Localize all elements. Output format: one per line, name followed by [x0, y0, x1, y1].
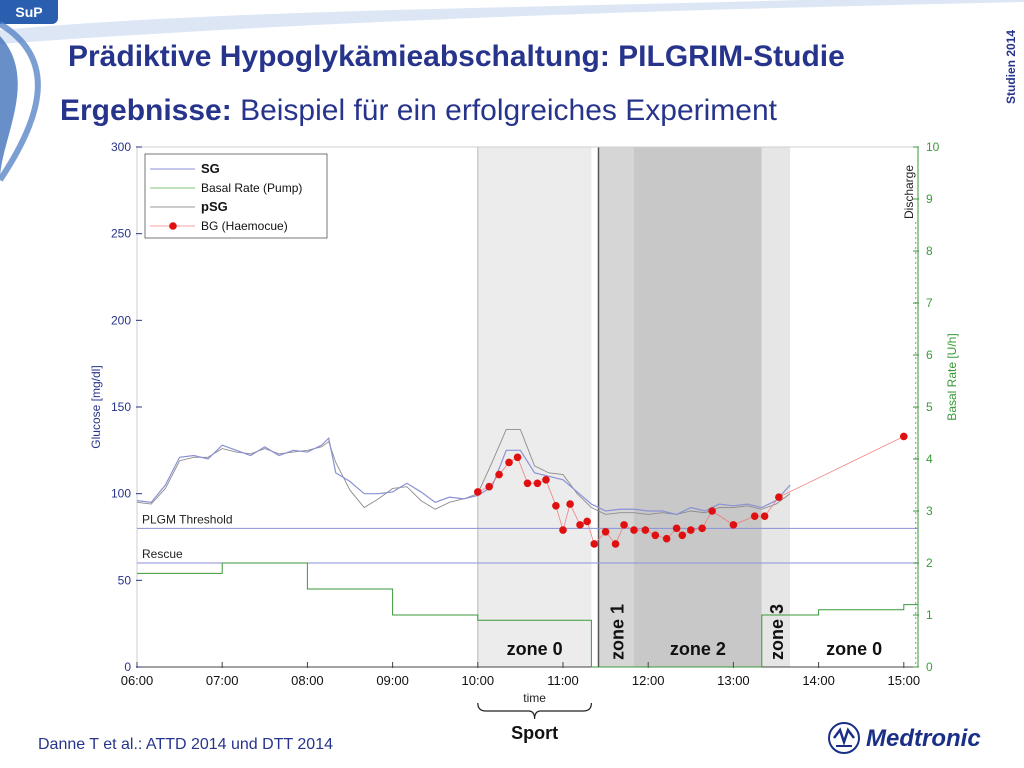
- bg-point: [495, 470, 503, 479]
- y-tick-label: 100: [111, 487, 131, 501]
- legend-label: SG: [201, 161, 220, 176]
- bg-point: [662, 534, 671, 543]
- y2-axis-label: Basal Rate [U/h]: [945, 333, 959, 420]
- series-basal-rate: [137, 562, 918, 668]
- bg-point: [900, 432, 908, 441]
- zone-label: zone 0: [507, 639, 563, 659]
- bg-point: [559, 526, 567, 534]
- bg-point: [552, 502, 560, 510]
- bg-point: [576, 521, 584, 529]
- zone-band: [634, 147, 762, 667]
- bg-point: [474, 488, 482, 496]
- y2-tick-label: 8: [926, 244, 933, 258]
- sup-badge: SuP: [0, 0, 58, 24]
- bg-point: [687, 526, 695, 534]
- sport-bracket: [477, 702, 592, 720]
- bg-point: [505, 458, 513, 467]
- y-tick-label: 300: [111, 140, 131, 154]
- zone-band: [598, 147, 634, 667]
- zone-band: [477, 147, 592, 667]
- y2-tick-label: 3: [926, 504, 933, 518]
- x-tick-label: 06:00: [121, 673, 154, 688]
- y2-tick-label: 5: [926, 400, 933, 414]
- bg-point: [630, 526, 638, 534]
- x-tick-label: 13:00: [717, 673, 750, 688]
- y2-tick-label: 6: [926, 348, 933, 362]
- side-label: Studien 2014: [1000, 20, 1020, 110]
- bg-point: [750, 512, 759, 520]
- x-tick-label: 09:00: [376, 673, 409, 688]
- y-tick-label: 150: [111, 400, 131, 414]
- bg-point: [760, 512, 769, 520]
- zone-label: zone 3: [767, 604, 787, 660]
- y2-tick-label: 1: [926, 608, 933, 622]
- bg-point: [641, 526, 650, 534]
- bg-point: [729, 521, 738, 529]
- zone-band: [761, 147, 791, 667]
- discharge-label: Discharge: [902, 165, 916, 219]
- bg-point: [533, 479, 542, 488]
- y-axis-label: Glucose [mg/dl]: [89, 365, 103, 448]
- x-tick-label: 10:00: [462, 673, 495, 688]
- header-swoosh: [0, 0, 1024, 182]
- bg-point: [566, 500, 574, 508]
- y-tick-label: 50: [118, 573, 132, 587]
- bg-point: [583, 517, 591, 526]
- x-tick-label: 12:00: [632, 673, 665, 688]
- bg-point: [672, 524, 681, 533]
- series-sg: [136, 437, 791, 516]
- zone-label: zone 2: [670, 639, 726, 659]
- page-subtitle: Ergebnisse: Beispiel für ein erfolgreich…: [60, 94, 777, 128]
- x-tick-label: 15:00: [888, 673, 921, 688]
- bg-point: [513, 453, 522, 462]
- y2-tick-label: 10: [926, 140, 940, 154]
- page-title: Prädiktive Hypoglykämieabschaltung: PILG…: [68, 40, 845, 73]
- x-tick-label: 14:00: [802, 673, 835, 688]
- logo-text: Medtronic: [866, 725, 981, 752]
- bg-point: [708, 507, 716, 515]
- bg-point: [698, 524, 706, 533]
- sport-label: Sport: [511, 723, 558, 743]
- medtronic-logo: Medtronic: [826, 718, 1002, 758]
- bg-point: [678, 531, 687, 540]
- zone-band: [790, 147, 918, 667]
- subtitle-rest: Beispiel für ein erfolgreiches Experimen…: [231, 94, 777, 127]
- zone-label: zone 1: [607, 604, 627, 660]
- y-tick-label: 0: [124, 660, 131, 674]
- y2-tick-label: 9: [926, 192, 933, 206]
- y2-tick-label: 7: [926, 296, 933, 310]
- bg-point: [651, 531, 660, 540]
- legend-label: pSG: [201, 199, 228, 214]
- bg-point: [775, 493, 783, 501]
- zone-label: zone 0: [826, 639, 882, 659]
- bg-point: [620, 521, 628, 529]
- y2-tick-label: 4: [926, 452, 933, 466]
- y2-tick-label: 2: [926, 556, 933, 570]
- legend-swatch-marker: [169, 222, 177, 230]
- x-tick-label: 08:00: [291, 673, 324, 688]
- x-tick-label: 11:00: [547, 673, 579, 688]
- legend-label: Basal Rate (Pump): [201, 181, 302, 195]
- bg-point: [611, 540, 620, 548]
- glucose-chart: PLGM ThresholdRescue05010015020025030001…: [89, 140, 959, 743]
- bg-point: [485, 482, 493, 491]
- bg-point: [542, 476, 550, 484]
- y-tick-label: 200: [111, 313, 131, 327]
- legend-label: BG (Haemocue): [201, 219, 288, 233]
- subtitle-bold: Ergebnisse:: [60, 94, 232, 127]
- y2-tick-label: 0: [926, 660, 933, 674]
- citation: Danne T et al.: ATTD 2014 und DTT 2014: [38, 736, 333, 753]
- threshold-label: Rescue: [142, 547, 183, 561]
- bg-point: [601, 528, 610, 536]
- x-tick-label: 07:00: [206, 673, 239, 688]
- bg-point: [590, 540, 599, 548]
- side-label-text: Studien 2014: [1004, 29, 1018, 104]
- x-axis-label: time: [523, 691, 546, 705]
- medtronic-emblem-icon: [828, 722, 860, 754]
- bg-point: [523, 479, 532, 488]
- y-tick-label: 250: [111, 227, 131, 241]
- threshold-label: PLGM Threshold: [142, 512, 233, 526]
